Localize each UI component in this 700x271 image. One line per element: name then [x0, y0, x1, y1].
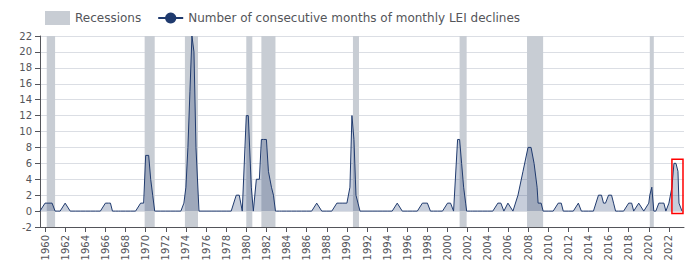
- svg-text:22: 22: [19, 31, 32, 42]
- svg-text:2018: 2018: [623, 235, 634, 260]
- svg-text:1986: 1986: [301, 235, 312, 260]
- svg-text:2016: 2016: [603, 235, 614, 260]
- svg-text:1972: 1972: [160, 235, 171, 260]
- svg-text:1998: 1998: [422, 235, 433, 260]
- svg-text:-2: -2: [22, 222, 32, 233]
- svg-text:2022: 2022: [663, 235, 674, 260]
- svg-text:16: 16: [19, 78, 32, 89]
- svg-text:1988: 1988: [321, 235, 332, 260]
- svg-text:1968: 1968: [120, 235, 131, 260]
- svg-text:0: 0: [26, 206, 32, 217]
- svg-text:2004: 2004: [482, 235, 493, 260]
- svg-text:6: 6: [26, 158, 32, 169]
- svg-text:2: 2: [26, 190, 32, 201]
- svg-text:1974: 1974: [180, 235, 191, 260]
- svg-text:8: 8: [26, 142, 32, 153]
- svg-text:1978: 1978: [221, 235, 232, 260]
- svg-text:1960: 1960: [40, 235, 51, 260]
- svg-text:1984: 1984: [281, 235, 292, 260]
- svg-text:20: 20: [19, 46, 32, 57]
- svg-text:2002: 2002: [462, 235, 473, 260]
- svg-text:Number of consecutive months o: Number of consecutive months of monthly …: [188, 11, 520, 25]
- svg-text:2008: 2008: [523, 235, 534, 260]
- svg-text:2010: 2010: [543, 235, 554, 260]
- svg-text:1964: 1964: [80, 235, 91, 260]
- svg-text:14: 14: [19, 94, 32, 105]
- svg-text:1980: 1980: [241, 235, 252, 260]
- svg-text:4: 4: [26, 174, 32, 185]
- svg-text:2000: 2000: [442, 235, 453, 260]
- svg-text:Recessions: Recessions: [75, 11, 141, 25]
- svg-text:1962: 1962: [60, 235, 71, 260]
- svg-text:1976: 1976: [201, 235, 212, 260]
- svg-text:1990: 1990: [341, 235, 352, 260]
- svg-text:2012: 2012: [563, 235, 574, 260]
- svg-text:1994: 1994: [382, 235, 393, 260]
- svg-text:1996: 1996: [402, 235, 413, 260]
- svg-text:1970: 1970: [140, 235, 151, 260]
- svg-text:1992: 1992: [362, 235, 373, 260]
- svg-text:10: 10: [19, 126, 32, 137]
- svg-text:1966: 1966: [100, 235, 111, 260]
- svg-text:18: 18: [19, 62, 32, 73]
- svg-text:2006: 2006: [502, 235, 513, 260]
- svg-text:12: 12: [19, 110, 32, 121]
- svg-text:2014: 2014: [583, 235, 594, 260]
- svg-text:1982: 1982: [261, 235, 272, 260]
- svg-text:2020: 2020: [643, 235, 654, 260]
